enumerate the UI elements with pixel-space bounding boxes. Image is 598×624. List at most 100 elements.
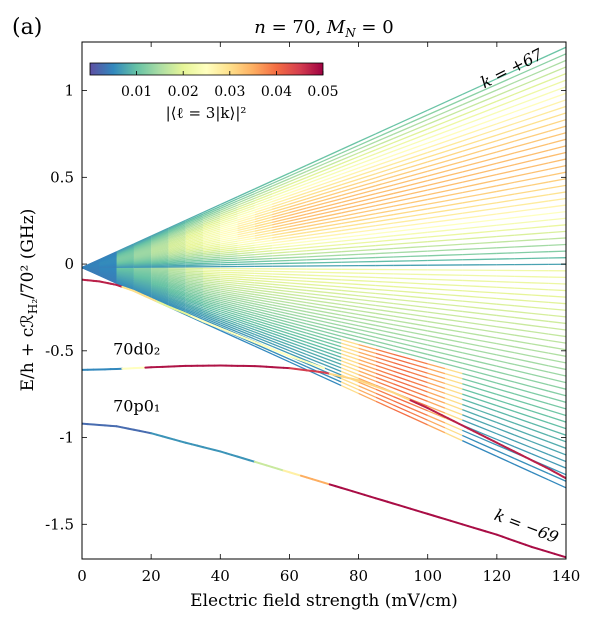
manifold-line-segment	[410, 222, 428, 226]
manifold-line-segment	[444, 248, 463, 251]
manifold-line-segment	[548, 396, 566, 403]
manifold-line-segment	[427, 106, 446, 116]
manifold-line-segment	[462, 341, 480, 347]
series-70d0_2-segment	[403, 396, 412, 402]
manifold-line-segment	[375, 296, 394, 300]
y-tick-label: -0.5	[45, 342, 74, 360]
manifold-line-segment	[410, 198, 428, 204]
series-70d0_2-segment	[369, 383, 377, 388]
manifold-line-segment	[168, 238, 186, 245]
series-70p0_1-segment	[225, 452, 233, 456]
manifold-line-segment	[237, 282, 255, 286]
manifold-line-segment	[393, 302, 411, 307]
manifold-line-segment	[548, 434, 566, 443]
manifold-line-segment	[548, 314, 566, 318]
series-70p0_1-segment	[472, 526, 481, 531]
y-tick-label: 1	[64, 82, 74, 100]
manifold-line-segment	[202, 298, 221, 305]
manifold-line-segment	[185, 285, 204, 291]
manifold-line-segment	[410, 180, 428, 186]
manifold-line-segment	[462, 434, 480, 444]
manifold-line-segment	[358, 137, 377, 147]
series-70d0_2-segment	[420, 404, 429, 410]
manifold-line-segment	[254, 317, 273, 324]
manifold-line-segment	[427, 205, 446, 210]
manifold-line-segment	[220, 223, 238, 230]
manifold-line-segment	[133, 254, 152, 259]
x-axis-ticks: 0 20 40 60 80 100 120 140	[77, 42, 580, 585]
manifold-line-segment	[220, 299, 238, 306]
manifold-line-segment	[358, 366, 377, 374]
manifold-line-segment	[185, 277, 204, 281]
manifold-line-segment	[220, 312, 238, 320]
manifold-line-segment	[427, 165, 446, 172]
manifold-line-segment	[410, 403, 428, 412]
manifold-line-segment	[341, 325, 359, 331]
manifold-line-segment	[548, 53, 566, 63]
manifold-line-segment	[289, 273, 307, 276]
manifold-line-segment	[306, 341, 325, 349]
manifold-line-segment	[392, 130, 411, 140]
manifold-line-segment	[479, 100, 498, 109]
manifold-line-segment	[254, 182, 273, 192]
manifold-line-segment	[254, 237, 273, 242]
manifold-line-segment	[496, 240, 515, 243]
manifold-line-segment	[151, 259, 169, 263]
manifold-line-segment	[289, 173, 307, 183]
manifold-line-segment	[444, 407, 463, 416]
manifold-line-segment	[185, 211, 204, 221]
manifold-line-segment	[410, 385, 428, 393]
manifold-line-segment	[133, 277, 152, 282]
manifold-line-segment	[358, 325, 376, 331]
manifold-line-segment	[341, 384, 359, 395]
manifold-line-segment	[375, 372, 394, 381]
manifold-line-segment	[271, 206, 290, 213]
manifold-line-segment	[392, 378, 411, 387]
manifold-line-segment	[168, 250, 186, 255]
manifold-line-segment	[375, 324, 394, 330]
manifold-line-segment	[289, 290, 307, 295]
manifold-line-segment	[427, 410, 446, 419]
manifold-line-segment	[375, 137, 394, 147]
manifold-line-segment	[323, 243, 342, 247]
manifold-line-segment	[150, 283, 169, 289]
manifold-line-segment	[323, 304, 342, 309]
manifold-line-segment	[202, 228, 221, 235]
manifold-line-segment	[254, 315, 273, 322]
manifold-line-segment	[237, 192, 256, 202]
manifold-line-segment	[237, 312, 256, 319]
manifold-line-segment	[548, 365, 566, 371]
manifold-line-segment	[462, 112, 480, 121]
manifold-line-segment	[341, 159, 359, 168]
manifold-line-segment	[479, 123, 498, 131]
manifold-line-segment	[168, 296, 186, 305]
manifold-line-segment	[514, 214, 532, 219]
manifold-line-segment	[271, 350, 290, 360]
manifold-line-segment	[323, 363, 342, 373]
manifold-line-segment	[410, 194, 428, 200]
manifold-line-segment	[254, 190, 273, 199]
manifold-line-segment	[272, 288, 290, 293]
manifold-line-segment	[341, 174, 359, 182]
manifold-line-segment	[514, 334, 532, 339]
manifold-line-segment	[444, 150, 463, 158]
manifold-line-segment	[168, 235, 186, 242]
manifold-line-segment	[375, 344, 394, 351]
manifold-line-segment	[289, 347, 307, 356]
series-70p0_1-segment	[340, 486, 349, 491]
manifold-line-segment	[375, 159, 394, 167]
series-70p0_1-segment	[530, 545, 539, 550]
series-70p0_1-segment	[282, 469, 291, 474]
manifold-line-segment	[254, 282, 273, 285]
manifold-line-segment	[444, 368, 463, 375]
manifold-line-segment	[496, 111, 515, 119]
manifold-line-segment	[531, 385, 549, 392]
manifold-line-segment	[306, 311, 325, 316]
manifold-line-segment	[220, 320, 238, 329]
manifold-line-segment	[272, 242, 290, 247]
manifold-line-segment	[427, 344, 446, 350]
manifold-line-segment	[272, 286, 290, 290]
manifold-line-segment	[496, 303, 515, 307]
manifold-line-segment	[393, 220, 411, 224]
manifold-line-segment	[202, 294, 221, 300]
